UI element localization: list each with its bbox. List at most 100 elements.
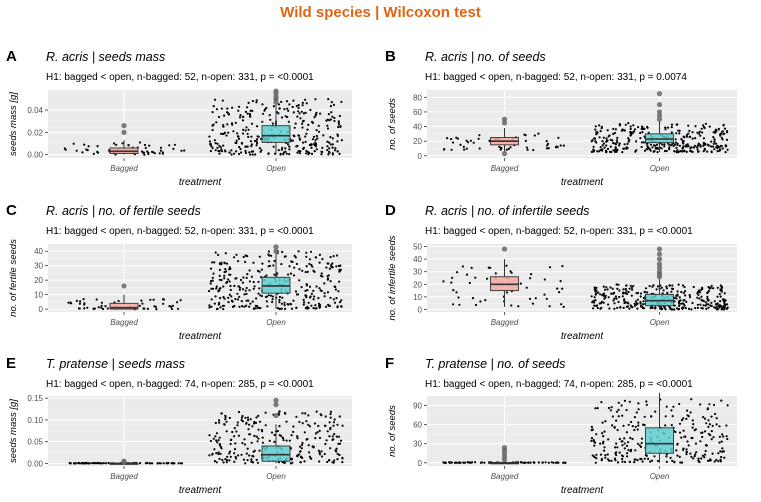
data-point — [320, 272, 323, 275]
data-point — [324, 424, 327, 427]
data-point — [670, 143, 674, 146]
data-point — [309, 295, 312, 298]
data-point — [335, 297, 338, 300]
data-point — [698, 130, 701, 133]
data-point — [95, 462, 98, 465]
y-axis-title: seeds mass [g] — [8, 92, 19, 156]
data-point — [210, 287, 213, 290]
data-point — [288, 103, 291, 106]
data-point — [331, 266, 334, 269]
outlier-point — [501, 444, 508, 451]
data-point — [592, 307, 595, 310]
data-point — [317, 449, 320, 452]
data-point — [218, 436, 221, 439]
data-point — [688, 294, 691, 297]
data-point — [710, 145, 713, 148]
data-point — [678, 431, 682, 434]
data-point — [726, 306, 729, 309]
data-point — [637, 421, 640, 424]
panel-tag: B — [385, 48, 396, 65]
box-iqr — [261, 445, 291, 462]
data-point — [306, 128, 309, 131]
data-point — [510, 304, 513, 307]
data-point — [283, 301, 286, 304]
outlier-point — [656, 246, 663, 252]
data-point — [636, 307, 639, 310]
data-point — [313, 295, 316, 298]
data-point — [273, 273, 276, 276]
data-point — [633, 416, 637, 419]
data-point — [224, 252, 227, 255]
data-point — [543, 278, 546, 281]
data-point — [176, 301, 179, 304]
box-iqr — [109, 302, 139, 310]
data-point — [683, 136, 686, 139]
data-point — [681, 149, 684, 152]
data-point — [313, 150, 316, 153]
data-point — [305, 438, 308, 441]
data-point — [692, 285, 695, 289]
data-point — [179, 299, 182, 302]
data-point — [675, 449, 678, 452]
data-point — [622, 424, 625, 427]
x-tick-label: Bagged — [110, 164, 138, 173]
data-point — [336, 452, 339, 456]
data-point — [488, 139, 491, 142]
data-point — [209, 267, 213, 270]
data-point — [687, 124, 690, 127]
data-point — [701, 431, 704, 434]
data-point — [223, 423, 226, 426]
data-point — [629, 436, 632, 440]
data-point — [217, 115, 221, 119]
data-point — [603, 297, 606, 300]
data-point — [305, 149, 308, 153]
data-point — [251, 99, 254, 103]
data-point — [292, 430, 295, 433]
data-point — [268, 114, 271, 117]
data-point — [215, 439, 218, 442]
x-tick-label: Open — [650, 318, 670, 327]
data-point — [247, 428, 250, 431]
data-point — [484, 299, 487, 302]
data-point — [649, 460, 652, 463]
data-point — [335, 265, 338, 268]
data-point — [299, 450, 302, 453]
data-point — [226, 107, 229, 110]
data-point — [611, 415, 615, 418]
outlier-point — [273, 412, 279, 419]
data-point — [465, 273, 469, 276]
data-point — [261, 436, 264, 439]
data-point — [592, 299, 595, 302]
data-point — [590, 425, 594, 428]
data-point — [273, 259, 276, 263]
data-point — [653, 455, 656, 458]
data-point — [225, 281, 228, 284]
data-point — [241, 288, 245, 291]
data-point — [255, 101, 258, 104]
data-point — [146, 461, 149, 465]
data-point — [724, 299, 727, 302]
data-point — [301, 101, 304, 104]
data-point — [326, 148, 329, 152]
data-point — [267, 294, 270, 297]
data-point — [320, 153, 323, 156]
data-point — [138, 304, 141, 307]
data-point — [236, 424, 239, 427]
data-point — [613, 297, 616, 300]
data-point — [610, 406, 613, 409]
data-point — [326, 460, 329, 464]
data-point — [93, 307, 96, 310]
data-point — [257, 292, 260, 295]
data-point — [693, 455, 696, 458]
data-point — [562, 144, 565, 147]
data-point — [220, 261, 223, 264]
data-point — [239, 114, 242, 117]
data-point — [673, 308, 676, 311]
data-point — [212, 437, 215, 440]
data-point — [304, 135, 307, 138]
data-point — [294, 290, 298, 293]
data-point — [710, 151, 713, 154]
data-point — [214, 142, 217, 145]
data-point — [255, 140, 258, 143]
data-point — [604, 294, 607, 297]
